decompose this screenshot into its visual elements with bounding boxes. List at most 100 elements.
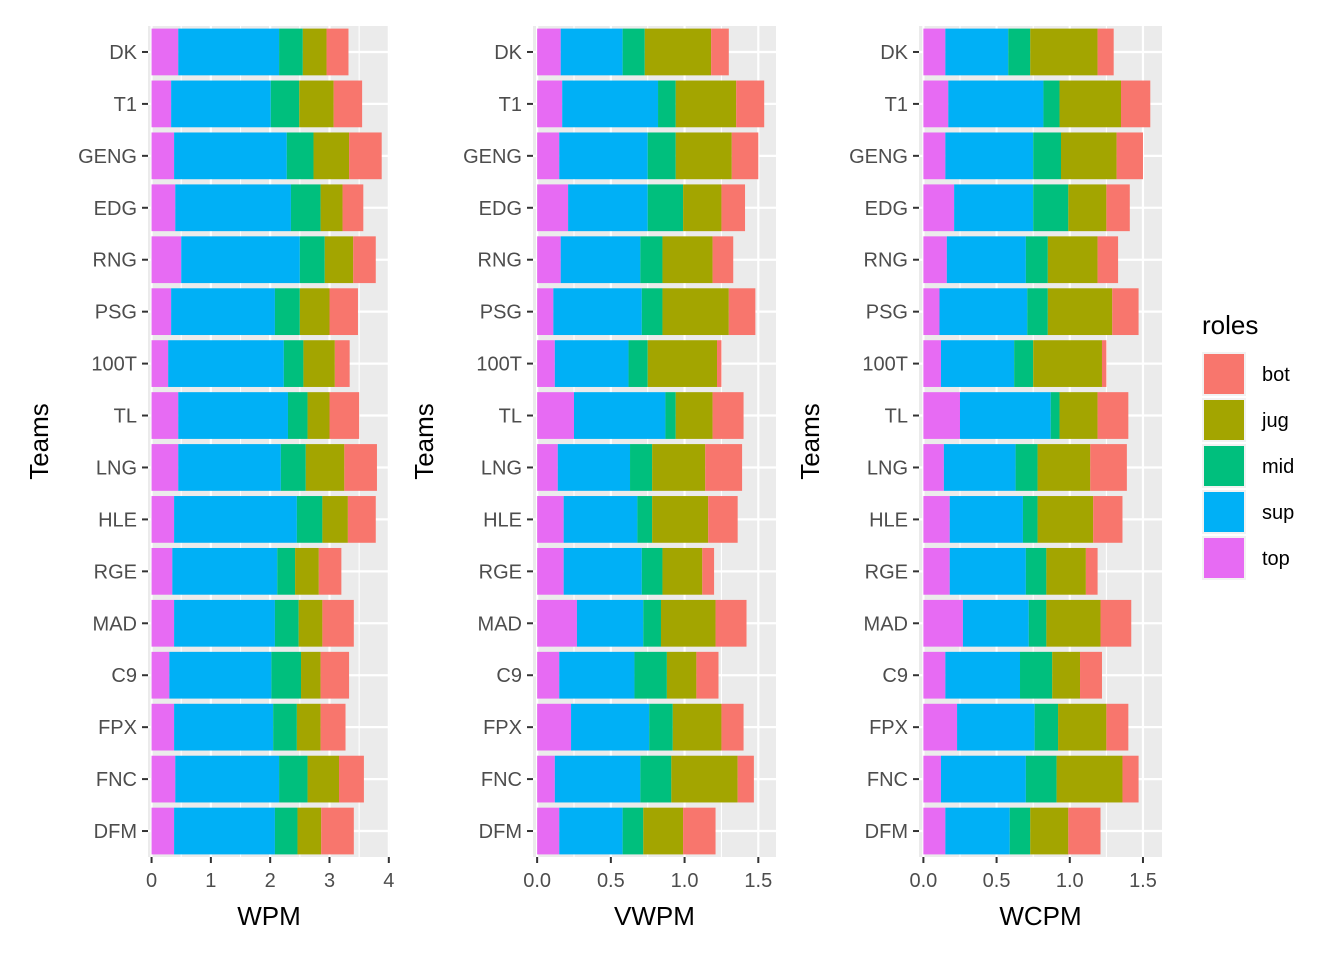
bar-dfm-top [537, 807, 560, 855]
bar-dk-bot [711, 28, 729, 76]
bar-edg-bot [342, 184, 364, 232]
y-tick-label: 100T [862, 354, 908, 376]
bar-hle-top [537, 496, 564, 543]
y-tick-label: C9 [111, 665, 137, 687]
bar-psg-jug [1047, 288, 1113, 336]
bar-c9-mid [1020, 651, 1053, 699]
legend-label-jug: jug [1261, 410, 1289, 432]
y-tick-label: TL [114, 406, 137, 428]
panel-vwpm: DK T1 GENG EDG RNG PSG 100T TL LNG HLE RGE MAD C9 FPX… [409, 26, 776, 931]
y-tick-label: GENG [78, 146, 137, 168]
bar-rge-jug [1046, 547, 1086, 595]
bar-fnc-mid [640, 755, 672, 803]
bar-dfm-bot [1068, 807, 1101, 855]
bar-tl-mid [1050, 392, 1060, 439]
bar-hle-jug [652, 496, 709, 543]
bar-hle-sup [949, 496, 1023, 543]
bar-tl-bot [712, 392, 744, 439]
bar-dk-sup [178, 28, 280, 76]
y-tick-label: RGE [94, 561, 137, 583]
y-tick-label: GENG [463, 146, 522, 168]
y-tick-label: T1 [885, 94, 908, 116]
bar-hle-mid [296, 496, 323, 543]
x-tick-label: 0.5 [983, 870, 1011, 892]
bar-geng-mid [286, 132, 314, 180]
bar-c9-bot [696, 651, 719, 699]
legend-key-top [1204, 538, 1244, 578]
legend-key-jug [1204, 400, 1244, 440]
bar-geng-top [151, 132, 175, 180]
y-tick-label: DK [494, 42, 522, 64]
bar-mad-top [923, 599, 963, 647]
bar-c9-bot [1080, 651, 1102, 699]
bar-dk-sup [560, 28, 623, 76]
bar-geng-bot [349, 132, 382, 180]
bar-tl-jug [307, 392, 330, 439]
bar-rge-jug [662, 547, 703, 595]
y-tick-label: DFM [94, 821, 137, 843]
bar-rng-top [537, 236, 561, 284]
bar-rng-mid [1025, 236, 1048, 284]
bar-edg-sup [954, 184, 1034, 232]
bar-lng-sup [178, 444, 281, 491]
bar-mad-mid [643, 599, 661, 647]
bar-fnc-top [537, 755, 555, 803]
bar-fpx-jug [296, 703, 321, 751]
bar-tl-mid [287, 392, 308, 439]
bar-100t-jug [1033, 340, 1102, 387]
bar-dfm-mid [622, 807, 644, 855]
bar-100t-mid [628, 340, 648, 387]
bar-dfm-mid [274, 807, 298, 855]
legend-key-mid [1204, 446, 1244, 486]
bar-c9-mid [634, 651, 667, 699]
bar-mad-bot [1100, 599, 1132, 647]
bar-t1-mid [1043, 80, 1060, 128]
bar-fnc-top [923, 755, 941, 803]
panels-container: DK T1 GENG EDG RNG PSG 100T TL LNG HLE RGE MAD C9 FPX… [24, 26, 1162, 931]
bar-fnc-sup [554, 755, 641, 803]
bar-dfm-mid [1009, 807, 1031, 855]
bar-lng-jug [652, 444, 706, 491]
panel-wpm: DK T1 GENG EDG RNG PSG 100T TL LNG HLE RGE MAD C9 FPX… [24, 26, 394, 931]
bar-rge-sup [563, 547, 642, 595]
bar-lng-sup [943, 444, 1016, 491]
bar-t1-sup [171, 80, 271, 128]
legend: roles bot jug mid sup top [1202, 310, 1294, 580]
bar-rge-mid [1025, 547, 1047, 595]
bar-100t-bot [1101, 340, 1107, 387]
bar-tl-jug [675, 392, 713, 439]
bar-100t-jug [647, 340, 718, 387]
bar-c9-jug [1052, 651, 1081, 699]
bar-dk-mid [622, 28, 645, 76]
bar-fpx-jug [1058, 703, 1107, 751]
bar-rng-sup [946, 236, 1026, 284]
bar-c9-mid [271, 651, 302, 699]
bar-t1-top [537, 80, 563, 128]
x-tick-label: 1.0 [671, 870, 699, 892]
bar-edg-top [923, 184, 955, 232]
bar-dk-mid [279, 28, 303, 76]
bar-geng-mid [1033, 132, 1061, 180]
bar-psg-mid [641, 288, 663, 336]
bar-fpx-bot [1106, 703, 1129, 751]
bar-dfm-top [151, 807, 175, 855]
bar-mad-mid [274, 599, 299, 647]
bar-fpx-top [151, 703, 175, 751]
bar-c9-jug [666, 651, 697, 699]
bar-fpx-bot [721, 703, 744, 751]
bar-rge-jug [295, 547, 319, 595]
bar-rng-mid [299, 236, 325, 284]
bar-dfm-sup [174, 807, 275, 855]
bar-psg-top [537, 288, 554, 336]
bar-psg-sup [939, 288, 1028, 336]
bar-psg-sup [553, 288, 642, 336]
bar-edg-sup [175, 184, 291, 232]
bar-geng-top [537, 132, 560, 180]
bar-hle-mid [1022, 496, 1038, 543]
bar-dk-jug [644, 28, 712, 76]
bar-c9-jug [301, 651, 321, 699]
bar-fnc-bot [1122, 755, 1139, 803]
legend-label-top: top [1262, 548, 1290, 570]
bar-rng-bot [712, 236, 734, 284]
